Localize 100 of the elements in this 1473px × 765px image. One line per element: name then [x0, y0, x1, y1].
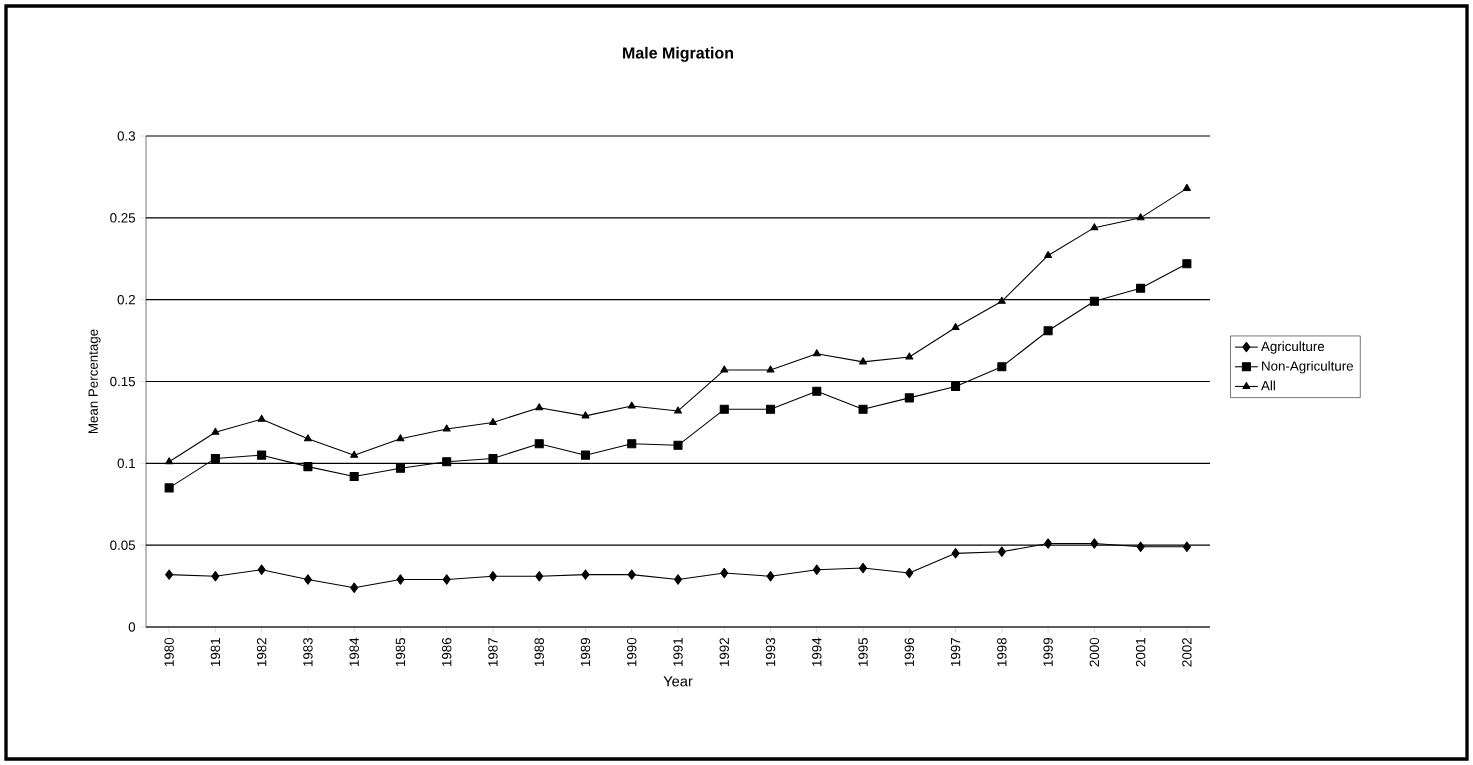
point [765, 404, 776, 414]
point [396, 434, 405, 442]
point [951, 322, 960, 331]
x-tick-label: 1993 [765, 637, 776, 667]
point [674, 406, 683, 414]
x-tick-label: 2001 [1135, 638, 1146, 667]
point [1136, 283, 1146, 293]
point [488, 453, 498, 463]
point [211, 571, 220, 582]
point [580, 450, 591, 460]
point [1090, 538, 1099, 549]
point [997, 296, 1006, 304]
point [1089, 296, 1099, 306]
legend-label: Agriculture [1261, 341, 1325, 354]
x-tick-label: 1981 [210, 638, 221, 667]
point [1090, 223, 1099, 231]
point [535, 571, 544, 582]
point [1136, 213, 1145, 221]
point [673, 574, 683, 585]
point [951, 548, 960, 559]
x-tick-label: 1986 [441, 637, 452, 667]
point [442, 574, 451, 585]
point [812, 349, 821, 357]
x-axis-title: Year [663, 676, 693, 687]
point [997, 362, 1007, 372]
x-tick-label: 1995 [858, 637, 868, 667]
point [720, 567, 729, 579]
point [535, 403, 544, 411]
point [1044, 538, 1053, 549]
legend-label: Non-Agriculture [1262, 360, 1353, 374]
point [1043, 326, 1053, 336]
point [488, 417, 497, 425]
point [581, 569, 590, 580]
x-tick-label: 1983 [303, 637, 313, 667]
point [211, 427, 220, 435]
y-tick-label: 0.25 [110, 213, 136, 223]
point [257, 414, 266, 422]
point [1044, 250, 1053, 259]
y-tick-label: 0.15 [110, 376, 136, 387]
point [488, 571, 498, 582]
point [442, 424, 451, 432]
point [257, 450, 267, 460]
point [627, 401, 636, 409]
point [720, 365, 729, 373]
x-tick-label: 1980 [164, 637, 174, 667]
point [858, 404, 868, 414]
y-tick-label: 0.05 [110, 540, 136, 550]
point [396, 574, 405, 585]
point [165, 569, 174, 580]
x-tick-label: 1982 [256, 638, 267, 667]
y-tick-label: 0.2 [117, 294, 135, 305]
x-tick-label: 1996 [904, 637, 915, 667]
point [303, 462, 313, 472]
point [1136, 541, 1145, 553]
point [951, 381, 961, 391]
point [766, 365, 775, 373]
point [673, 440, 683, 450]
point [997, 546, 1006, 557]
point [719, 404, 729, 414]
point [303, 574, 312, 585]
point [350, 450, 359, 458]
point [257, 564, 266, 575]
y-tick-label: 0 [128, 622, 136, 632]
point [812, 564, 821, 575]
point [904, 393, 914, 403]
x-tick-label: 1991 [673, 638, 683, 667]
point [1182, 183, 1191, 191]
x-tick-label: 1998 [997, 637, 1007, 667]
x-tick-label: 1985 [395, 637, 406, 667]
point [534, 439, 544, 449]
chart-title: Male Migration [623, 46, 734, 62]
y-axis-title: Mean Percentage [88, 329, 101, 434]
point [210, 453, 220, 463]
x-tick-label: 2002 [1182, 638, 1192, 667]
point [165, 457, 174, 465]
x-tick-label: 2000 [1089, 637, 1100, 667]
x-tick-label: 1994 [812, 637, 822, 667]
point [303, 434, 312, 442]
x-tick-label: 1990 [627, 637, 637, 667]
point [812, 386, 822, 396]
legend-label: All [1261, 380, 1275, 391]
x-tick-label: 1992 [719, 638, 729, 667]
point [349, 471, 359, 481]
x-tick-label: 1989 [580, 638, 591, 667]
point [395, 463, 405, 473]
y-tick-label: 0.3 [117, 131, 136, 141]
point [1182, 259, 1192, 269]
point [905, 567, 914, 579]
point [859, 562, 868, 574]
point [581, 411, 590, 419]
point [766, 571, 775, 582]
x-tick-label: 1984 [349, 637, 359, 667]
point [1182, 541, 1191, 553]
point [627, 569, 636, 580]
x-tick-label: 1997 [950, 638, 961, 667]
x-tick-label: 1987 [488, 638, 498, 667]
point [164, 483, 174, 493]
point [442, 457, 452, 467]
point [905, 352, 914, 360]
point [627, 439, 637, 449]
